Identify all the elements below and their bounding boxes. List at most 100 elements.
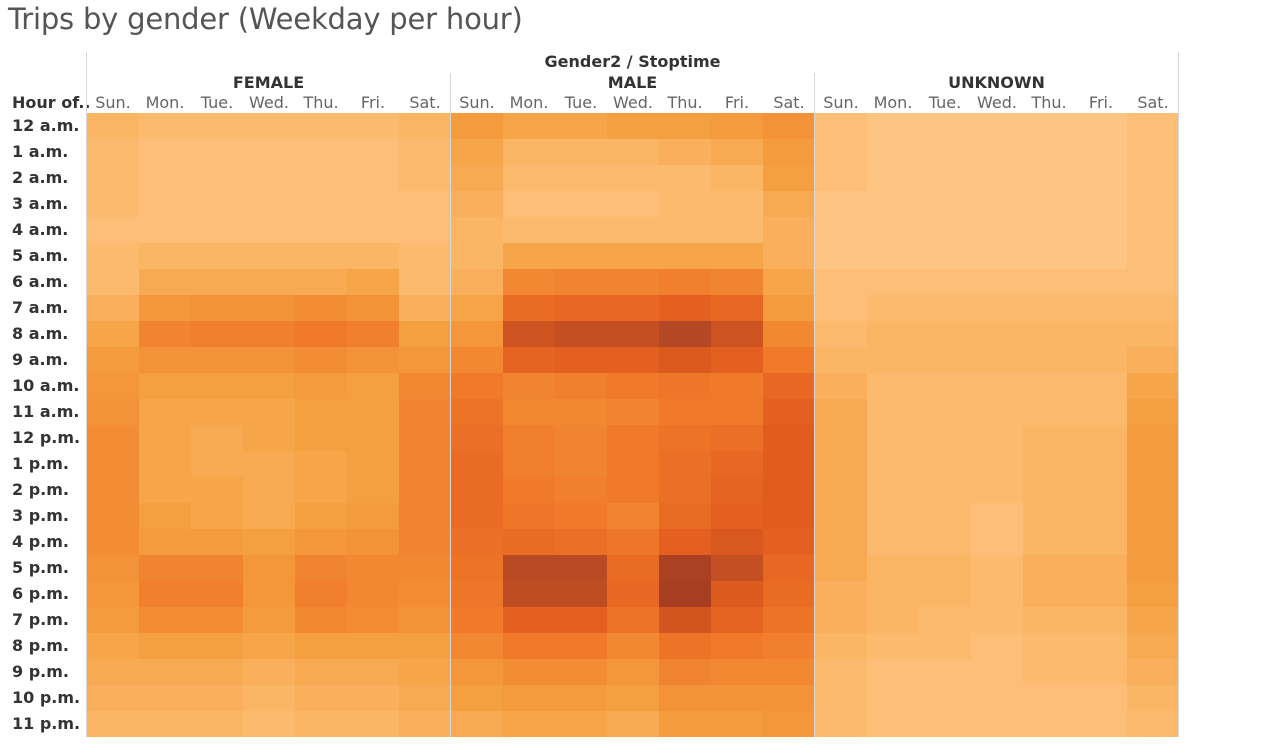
heat-cell-female-19-0 (87, 607, 139, 633)
heat-cell-unknown-15-0 (815, 503, 867, 529)
heat-cell-male-15-0 (451, 503, 503, 529)
heat-cell-unknown-21-6 (1127, 659, 1179, 685)
heat-cell-male-3-5 (711, 191, 763, 217)
heat-cell-female-13-5 (347, 451, 399, 477)
heat-cell-female-9-4 (295, 347, 347, 373)
heat-cell-female-9-6 (399, 347, 451, 373)
heat-cell-male-19-4 (659, 607, 711, 633)
heat-cell-unknown-18-4 (1023, 581, 1075, 607)
heat-cell-female-20-3 (243, 633, 295, 659)
heat-cell-female-14-2 (191, 477, 243, 503)
heat-cell-male-5-1 (503, 243, 555, 269)
heat-cell-unknown-4-2 (919, 217, 971, 243)
heat-cell-male-18-3 (607, 581, 659, 607)
heat-cell-male-3-6 (763, 191, 815, 217)
heat-cell-unknown-10-0 (815, 373, 867, 399)
hour-label: 1 p.m. (12, 454, 69, 473)
heat-cell-male-2-2 (555, 165, 607, 191)
day-label: Mon. (873, 93, 913, 112)
heat-cell-male-1-6 (763, 139, 815, 165)
heat-cell-female-13-1 (139, 451, 191, 477)
heat-cell-female-15-6 (399, 503, 451, 529)
heat-cell-unknown-22-0 (815, 685, 867, 711)
divider-male-unknown (814, 73, 815, 737)
heat-cell-male-6-4 (659, 269, 711, 295)
heat-cell-female-10-1 (139, 373, 191, 399)
heat-cell-female-11-4 (295, 399, 347, 425)
day-label: Thu. (1031, 93, 1067, 112)
heat-cell-female-19-5 (347, 607, 399, 633)
heat-cell-unknown-22-4 (1023, 685, 1075, 711)
heat-cell-male-13-5 (711, 451, 763, 477)
heat-cell-unknown-11-2 (919, 399, 971, 425)
heat-cell-unknown-22-3 (971, 685, 1023, 711)
heat-cell-unknown-14-3 (971, 477, 1023, 503)
heat-cell-female-7-3 (243, 295, 295, 321)
heat-cell-male-14-2 (555, 477, 607, 503)
heat-cell-female-3-2 (191, 191, 243, 217)
heat-cell-unknown-11-5 (1075, 399, 1127, 425)
heat-cell-unknown-4-1 (867, 217, 919, 243)
heat-cell-female-2-1 (139, 165, 191, 191)
heat-cell-unknown-4-5 (1075, 217, 1127, 243)
heat-cell-female-18-3 (243, 581, 295, 607)
heat-cell-male-0-0 (451, 113, 503, 139)
day-label: Wed. (249, 93, 289, 112)
hour-label: 10 a.m. (12, 376, 80, 395)
heat-cell-male-22-0 (451, 685, 503, 711)
heat-cell-unknown-10-2 (919, 373, 971, 399)
heat-cell-female-20-1 (139, 633, 191, 659)
heat-cell-unknown-0-1 (867, 113, 919, 139)
heat-cell-unknown-17-6 (1127, 555, 1179, 581)
heat-cell-female-23-2 (191, 711, 243, 737)
heat-cell-female-6-5 (347, 269, 399, 295)
heat-cell-male-15-5 (711, 503, 763, 529)
heat-cell-female-21-6 (399, 659, 451, 685)
heat-cell-female-13-3 (243, 451, 295, 477)
heat-cell-male-11-6 (763, 399, 815, 425)
row-header: Hour of.. (12, 93, 91, 112)
heat-cell-female-15-0 (87, 503, 139, 529)
heat-cell-unknown-2-2 (919, 165, 971, 191)
heat-cell-female-16-3 (243, 529, 295, 555)
heat-cell-male-5-2 (555, 243, 607, 269)
heat-cell-female-22-0 (87, 685, 139, 711)
heat-cell-female-1-1 (139, 139, 191, 165)
hour-label: 7 a.m. (12, 298, 69, 317)
heat-cell-male-3-0 (451, 191, 503, 217)
heat-cell-unknown-13-4 (1023, 451, 1075, 477)
day-label: Thu. (667, 93, 703, 112)
heat-cell-female-15-4 (295, 503, 347, 529)
heat-cell-female-22-6 (399, 685, 451, 711)
heat-cell-unknown-7-1 (867, 295, 919, 321)
day-label: Fri. (724, 93, 750, 112)
heat-cell-unknown-8-1 (867, 321, 919, 347)
divider-left (86, 52, 87, 737)
heat-cell-male-2-3 (607, 165, 659, 191)
column-header: Gender2 / Stoptime (544, 52, 721, 71)
heat-cell-unknown-18-2 (919, 581, 971, 607)
heat-cell-male-20-1 (503, 633, 555, 659)
heat-cell-female-16-1 (139, 529, 191, 555)
heat-cell-male-17-5 (711, 555, 763, 581)
heat-cell-female-23-5 (347, 711, 399, 737)
heat-cell-unknown-19-4 (1023, 607, 1075, 633)
heat-cell-female-23-4 (295, 711, 347, 737)
heat-cell-unknown-12-4 (1023, 425, 1075, 451)
heat-cell-unknown-3-0 (815, 191, 867, 217)
heat-cell-unknown-14-4 (1023, 477, 1075, 503)
heat-cell-unknown-5-1 (867, 243, 919, 269)
heat-cell-female-18-5 (347, 581, 399, 607)
heat-cell-female-13-6 (399, 451, 451, 477)
heat-cell-male-1-1 (503, 139, 555, 165)
heat-cell-female-21-2 (191, 659, 243, 685)
heat-cell-unknown-2-0 (815, 165, 867, 191)
group-label-unknown: UNKNOWN (948, 73, 1045, 92)
heat-cell-female-10-4 (295, 373, 347, 399)
heat-cell-unknown-15-4 (1023, 503, 1075, 529)
heat-cell-female-8-4 (295, 321, 347, 347)
heat-cell-male-19-6 (763, 607, 815, 633)
heat-cell-unknown-19-6 (1127, 607, 1179, 633)
heat-cell-male-7-3 (607, 295, 659, 321)
heat-cell-unknown-5-5 (1075, 243, 1127, 269)
